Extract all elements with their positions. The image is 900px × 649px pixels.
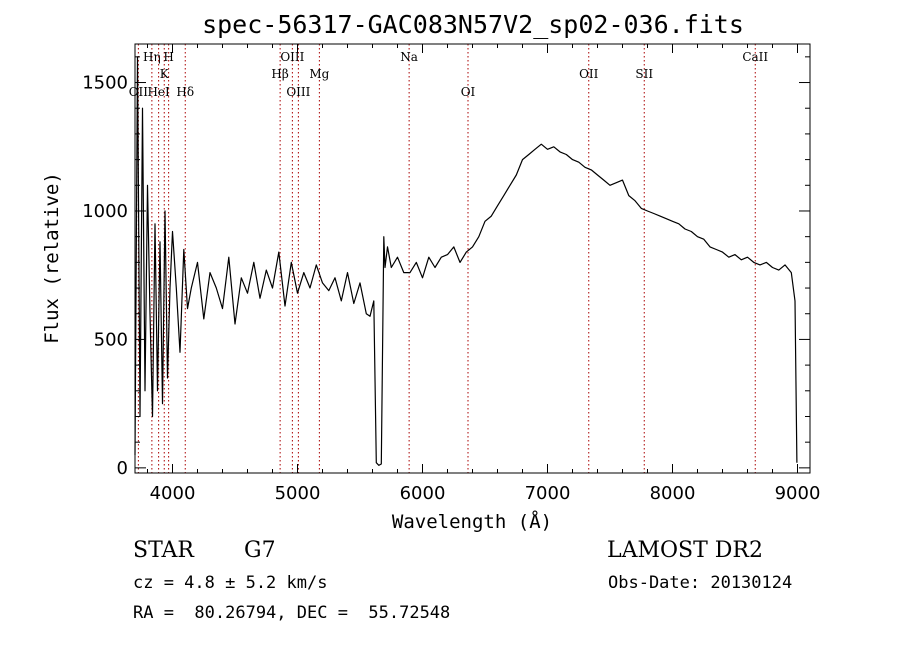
axes: 4000 5000 6000 7000 8000 9000 0 500 1000 1500 (82, 44, 820, 504)
object-subclass: G7 (244, 538, 276, 563)
coordinates: RA = 80.26794, DEC = 55.72548 (133, 603, 451, 623)
plot-frame (134, 43, 811, 474)
survey-name: LAMOST DR2 (607, 538, 763, 563)
chart-title: spec-56317-GAC083N57V2_sp02-036.fits (202, 10, 744, 39)
y-tick-label: 1500 (82, 73, 128, 94)
line-marker-label: Na (400, 50, 418, 64)
line-marker-label: Hη (143, 50, 161, 64)
obs-date: Obs-Date: 20130124 (608, 573, 793, 593)
line-marker-label: OI (461, 85, 476, 99)
line-marker-label: Hδ (176, 85, 194, 99)
line-marker-label: OIII (286, 85, 310, 99)
line-marker-label: H (163, 50, 173, 64)
x-axis-label: Wavelength (Å) (392, 510, 552, 533)
spectrum-line (134, 56, 798, 466)
line-marker-label: HeI (147, 85, 170, 99)
x-tick-label: 5000 (275, 483, 321, 504)
y-tick-label: 1000 (82, 201, 128, 222)
line-markers: OII Hη HeI KH Hδ Hβ OIII OIII Mg Na OI OII SII CaII (129, 44, 768, 473)
y-axis-label: Flux (relative) (41, 172, 63, 344)
line-marker-label: SII (635, 67, 653, 81)
x-tick-label: 6000 (400, 483, 446, 504)
line-marker-label: OII (129, 85, 149, 99)
x-tick-label: 8000 (650, 483, 696, 504)
series-group (134, 56, 798, 466)
line-marker-label: K (160, 67, 170, 81)
x-tick-label: 9000 (775, 483, 821, 504)
line-marker-label: OIII (280, 50, 304, 64)
line-marker-label: Hβ (271, 67, 288, 81)
x-tick-label: 7000 (525, 483, 571, 504)
object-class: STAR (133, 538, 194, 563)
y-tick-label: 0 (117, 458, 128, 479)
x-tick-label: 4000 (150, 483, 196, 504)
line-marker-label: Mg (309, 67, 329, 81)
line-marker-label: CaII (742, 50, 768, 64)
line-marker-label: OII (579, 67, 599, 81)
redshift-readout: cz = 4.8 ± 5.2 km/s (133, 573, 328, 593)
y-tick-label: 500 (94, 329, 128, 350)
